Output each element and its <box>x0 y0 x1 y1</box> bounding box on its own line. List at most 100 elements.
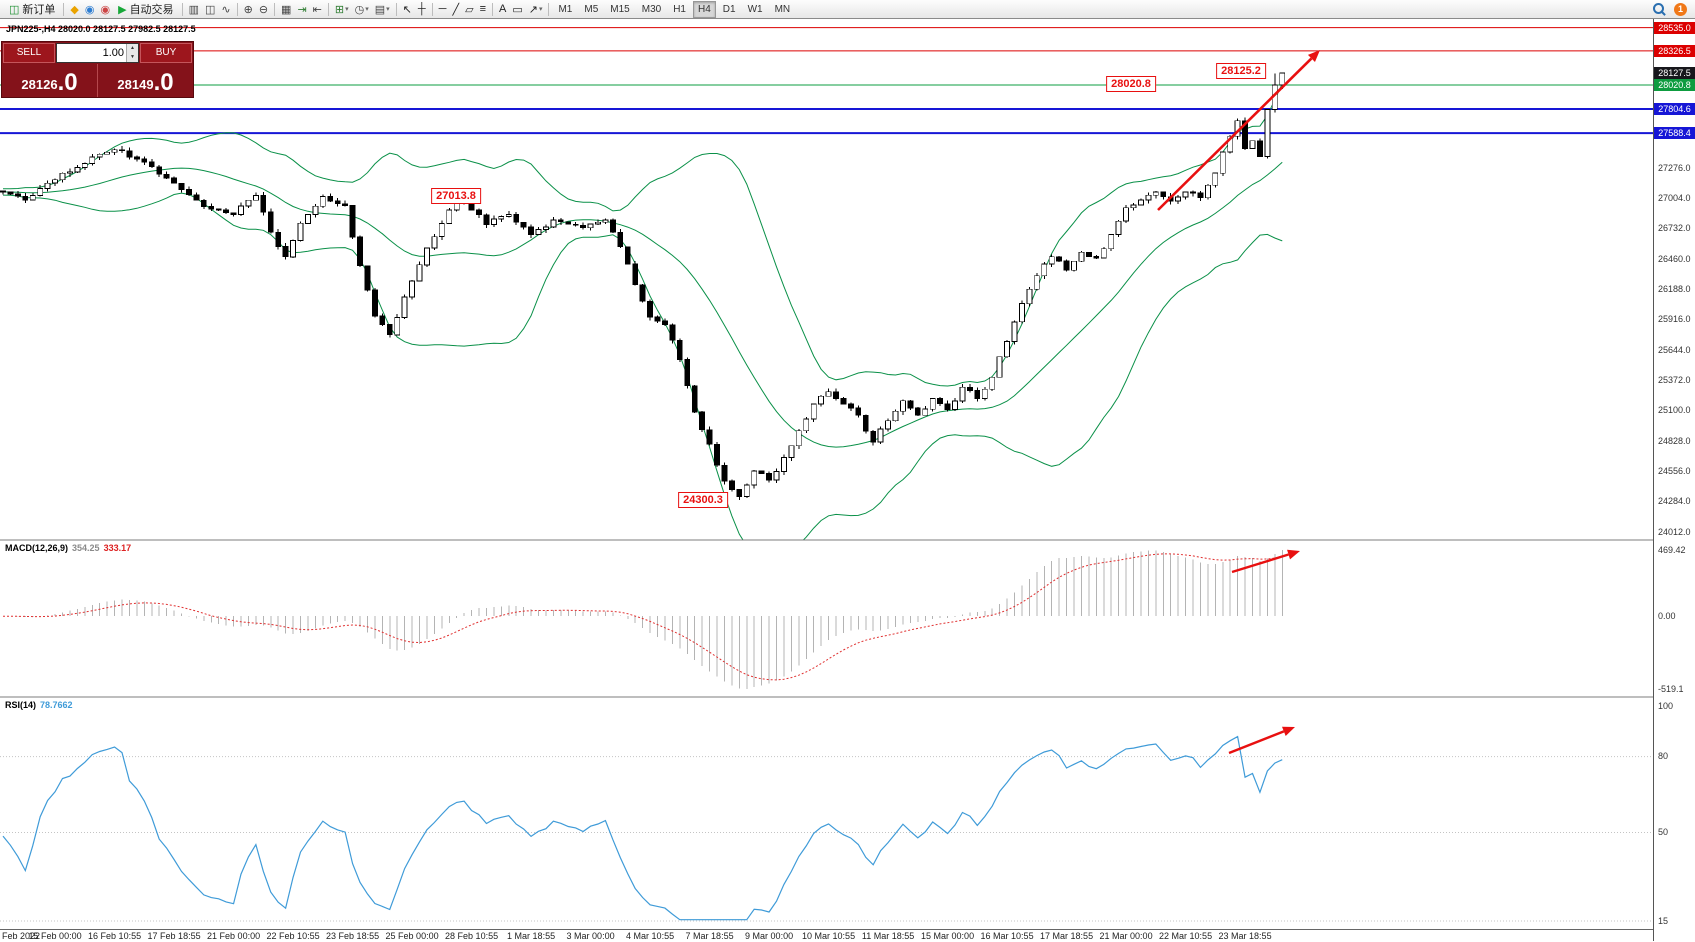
timeframe-button-mn[interactable]: MN <box>774 3 791 15</box>
zoom-in-icon[interactable]: ⊕ <box>243 3 253 16</box>
price-callout-label: 28125.2 <box>1216 63 1266 79</box>
horizontal-line-icon[interactable]: ─ <box>438 3 447 15</box>
price-scale[interactable]: 27276.0 27004.0 26732.0 26460.0 26188.0 25916… <box>1653 19 1695 941</box>
autotrade-icon: ▶ <box>118 3 127 16</box>
equidistant-channel-icon[interactable]: ▱ <box>465 3 474 16</box>
fibonacci-icon[interactable]: ≡ <box>479 3 486 15</box>
timeframe-button-h4[interactable]: H4 <box>692 0 716 18</box>
text-label-icon[interactable]: ▭ <box>512 3 523 16</box>
price-tick-label: 25644.0 <box>1658 344 1691 355</box>
timeframe-button-d1[interactable]: D1 <box>722 3 736 15</box>
price-tag-27588.4: 27588.4 <box>1654 127 1695 140</box>
toolbar-separator <box>63 2 65 16</box>
time-scale[interactable]: Feb 2022 15 Feb 00:00 16 Feb 10:55 17 Feb 1… <box>0 929 1653 942</box>
rsi-name: RSI(14) <box>5 700 37 710</box>
sell-price-main: 28126 <box>21 77 58 92</box>
timeframe-button-h1[interactable]: H1 <box>673 3 686 15</box>
time-label: 16 Mar 10:55 <box>980 931 1034 941</box>
sell-button[interactable]: SELL <box>3 43 55 63</box>
macd-name: MACD(12,26,9) <box>5 543 69 553</box>
text-icon[interactable]: A <box>498 3 507 15</box>
time-label: 1 Mar 18:55 <box>507 931 556 941</box>
notification-badge[interactable]: 1 <box>1674 2 1687 16</box>
buy-price-fraction: .0 <box>153 69 174 96</box>
chart-shift-icon[interactable]: ⇤ <box>312 3 322 16</box>
new-order-button-label: 新订单 <box>22 4 56 16</box>
rsi-scale-label: 100 <box>1658 700 1674 711</box>
toolbar-separator <box>181 2 183 16</box>
sell-price-fraction: .0 <box>57 69 78 96</box>
market-watch-icon[interactable]: ◉ <box>84 3 95 16</box>
macd-scale-label: 469.42 <box>1658 544 1686 555</box>
zoom-out-icon[interactable]: ⊖ <box>258 3 269 16</box>
price-callout-label: 27013.8 <box>431 188 481 204</box>
toolbar-separator <box>431 2 433 16</box>
search-icon[interactable] <box>1652 2 1666 16</box>
time-label: Feb 2022 <box>2 931 41 941</box>
time-label: 3 Mar 00:00 <box>566 931 615 941</box>
symbol-ohlc-header: JPN225-,H4 28020.0 28127.5 27982.5 28127… <box>6 24 196 34</box>
lot-size-field: ▲ ▼ <box>56 43 139 63</box>
price-tick-label: 26460.0 <box>1658 253 1691 264</box>
buy-price[interactable]: 28149.0 <box>98 64 193 97</box>
autotrade-button-label: 自动交易 <box>129 4 174 16</box>
timeframe-button-m15[interactable]: M15 <box>610 3 630 15</box>
data-window-icon[interactable]: ◉ <box>100 3 111 16</box>
candlestick-chart-icon[interactable]: ◫ <box>204 3 216 16</box>
price-tag-28326.5: 28326.5 <box>1654 44 1695 57</box>
bar-chart-icon[interactable]: ▥ <box>188 3 199 16</box>
macd-value: 354.25 <box>72 543 100 553</box>
rsi-value: 78.7662 <box>40 700 73 710</box>
profiles-icon[interactable]: ◷ ▾ <box>354 3 369 16</box>
tile-windows-icon[interactable]: ▦ <box>281 3 292 16</box>
price-callout-label: 28020.8 <box>1106 76 1156 92</box>
lot-increase-button[interactable]: ▲ <box>127 44 138 53</box>
lot-size-input[interactable] <box>57 44 126 62</box>
price-tag-27804.6: 27804.6 <box>1654 103 1695 116</box>
buy-price-main: 28149 <box>117 77 154 92</box>
timeframe-button-w1[interactable]: W1 <box>747 3 763 15</box>
arrows-tool-icon[interactable]: ↗ ▾ <box>528 3 543 16</box>
one-click-trading-panel: SELL ▲ ▼ BUY 28126.0 28149.0 <box>1 41 194 98</box>
cursor-icon[interactable]: ↖ <box>402 3 412 16</box>
crosshair-icon[interactable]: ┼ <box>417 3 426 15</box>
time-label: 10 Mar 10:55 <box>802 931 856 941</box>
price-tick-label: 24556.0 <box>1658 465 1691 476</box>
time-label: 22 Feb 10:55 <box>266 931 320 941</box>
price-tick-label: 27276.0 <box>1658 162 1691 173</box>
sell-price[interactable]: 28126.0 <box>2 64 97 97</box>
macd-signal-value: 333.17 <box>103 543 132 553</box>
macd-indicator-label: MACD(12,26,9) 354.25 333.17 <box>5 543 131 553</box>
trendline-icon[interactable]: ╱ <box>452 3 460 16</box>
toolbar-separator <box>395 2 397 16</box>
time-label: 11 Mar 18:55 <box>861 931 915 941</box>
time-label: 23 Feb 18:55 <box>326 931 380 941</box>
time-label: 28 Feb 10:55 <box>445 931 499 941</box>
rsi-scale-label: 15 <box>1658 915 1669 926</box>
new-order-button[interactable]: ◫ 新订单 <box>4 1 60 18</box>
rsi-indicator-label: RSI(14) 78.7662 <box>5 700 73 710</box>
toolbar-separator <box>548 2 550 16</box>
autotrade-button[interactable]: ▶ 自动交易 <box>113 1 178 18</box>
price-tick-label: 26732.0 <box>1658 223 1691 234</box>
lot-decrease-button[interactable]: ▼ <box>127 53 138 62</box>
time-label: 9 Mar 00:00 <box>745 931 794 941</box>
line-chart-icon[interactable]: ∿ <box>221 3 231 16</box>
time-label: 21 Feb 00:00 <box>207 931 261 941</box>
auto-scroll-icon[interactable]: ⇥ <box>297 3 307 16</box>
chart-properties-icon[interactable]: ▤ ▾ <box>374 3 390 16</box>
macd-scale-label: 0.00 <box>1658 610 1676 621</box>
toolbar-separator <box>327 2 329 16</box>
time-label: 21 Mar 00:00 <box>1099 931 1153 941</box>
timeframe-button-m1[interactable]: M1 <box>558 3 573 15</box>
metaeditor-icon[interactable]: ◆ <box>70 3 79 16</box>
price-tick-label: 26188.0 <box>1658 283 1691 294</box>
new-chart-icon[interactable]: ⊞ ▾ <box>334 3 349 16</box>
time-label: 15 Mar 00:00 <box>921 931 975 941</box>
time-label: 7 Mar 18:55 <box>685 931 734 941</box>
timeframe-button-m5[interactable]: M5 <box>584 3 599 15</box>
timeframe-button-m30[interactable]: M30 <box>641 3 662 15</box>
price-tick-label: 25100.0 <box>1658 405 1691 416</box>
buy-button[interactable]: BUY <box>140 43 192 63</box>
chart-area[interactable] <box>0 19 1653 929</box>
